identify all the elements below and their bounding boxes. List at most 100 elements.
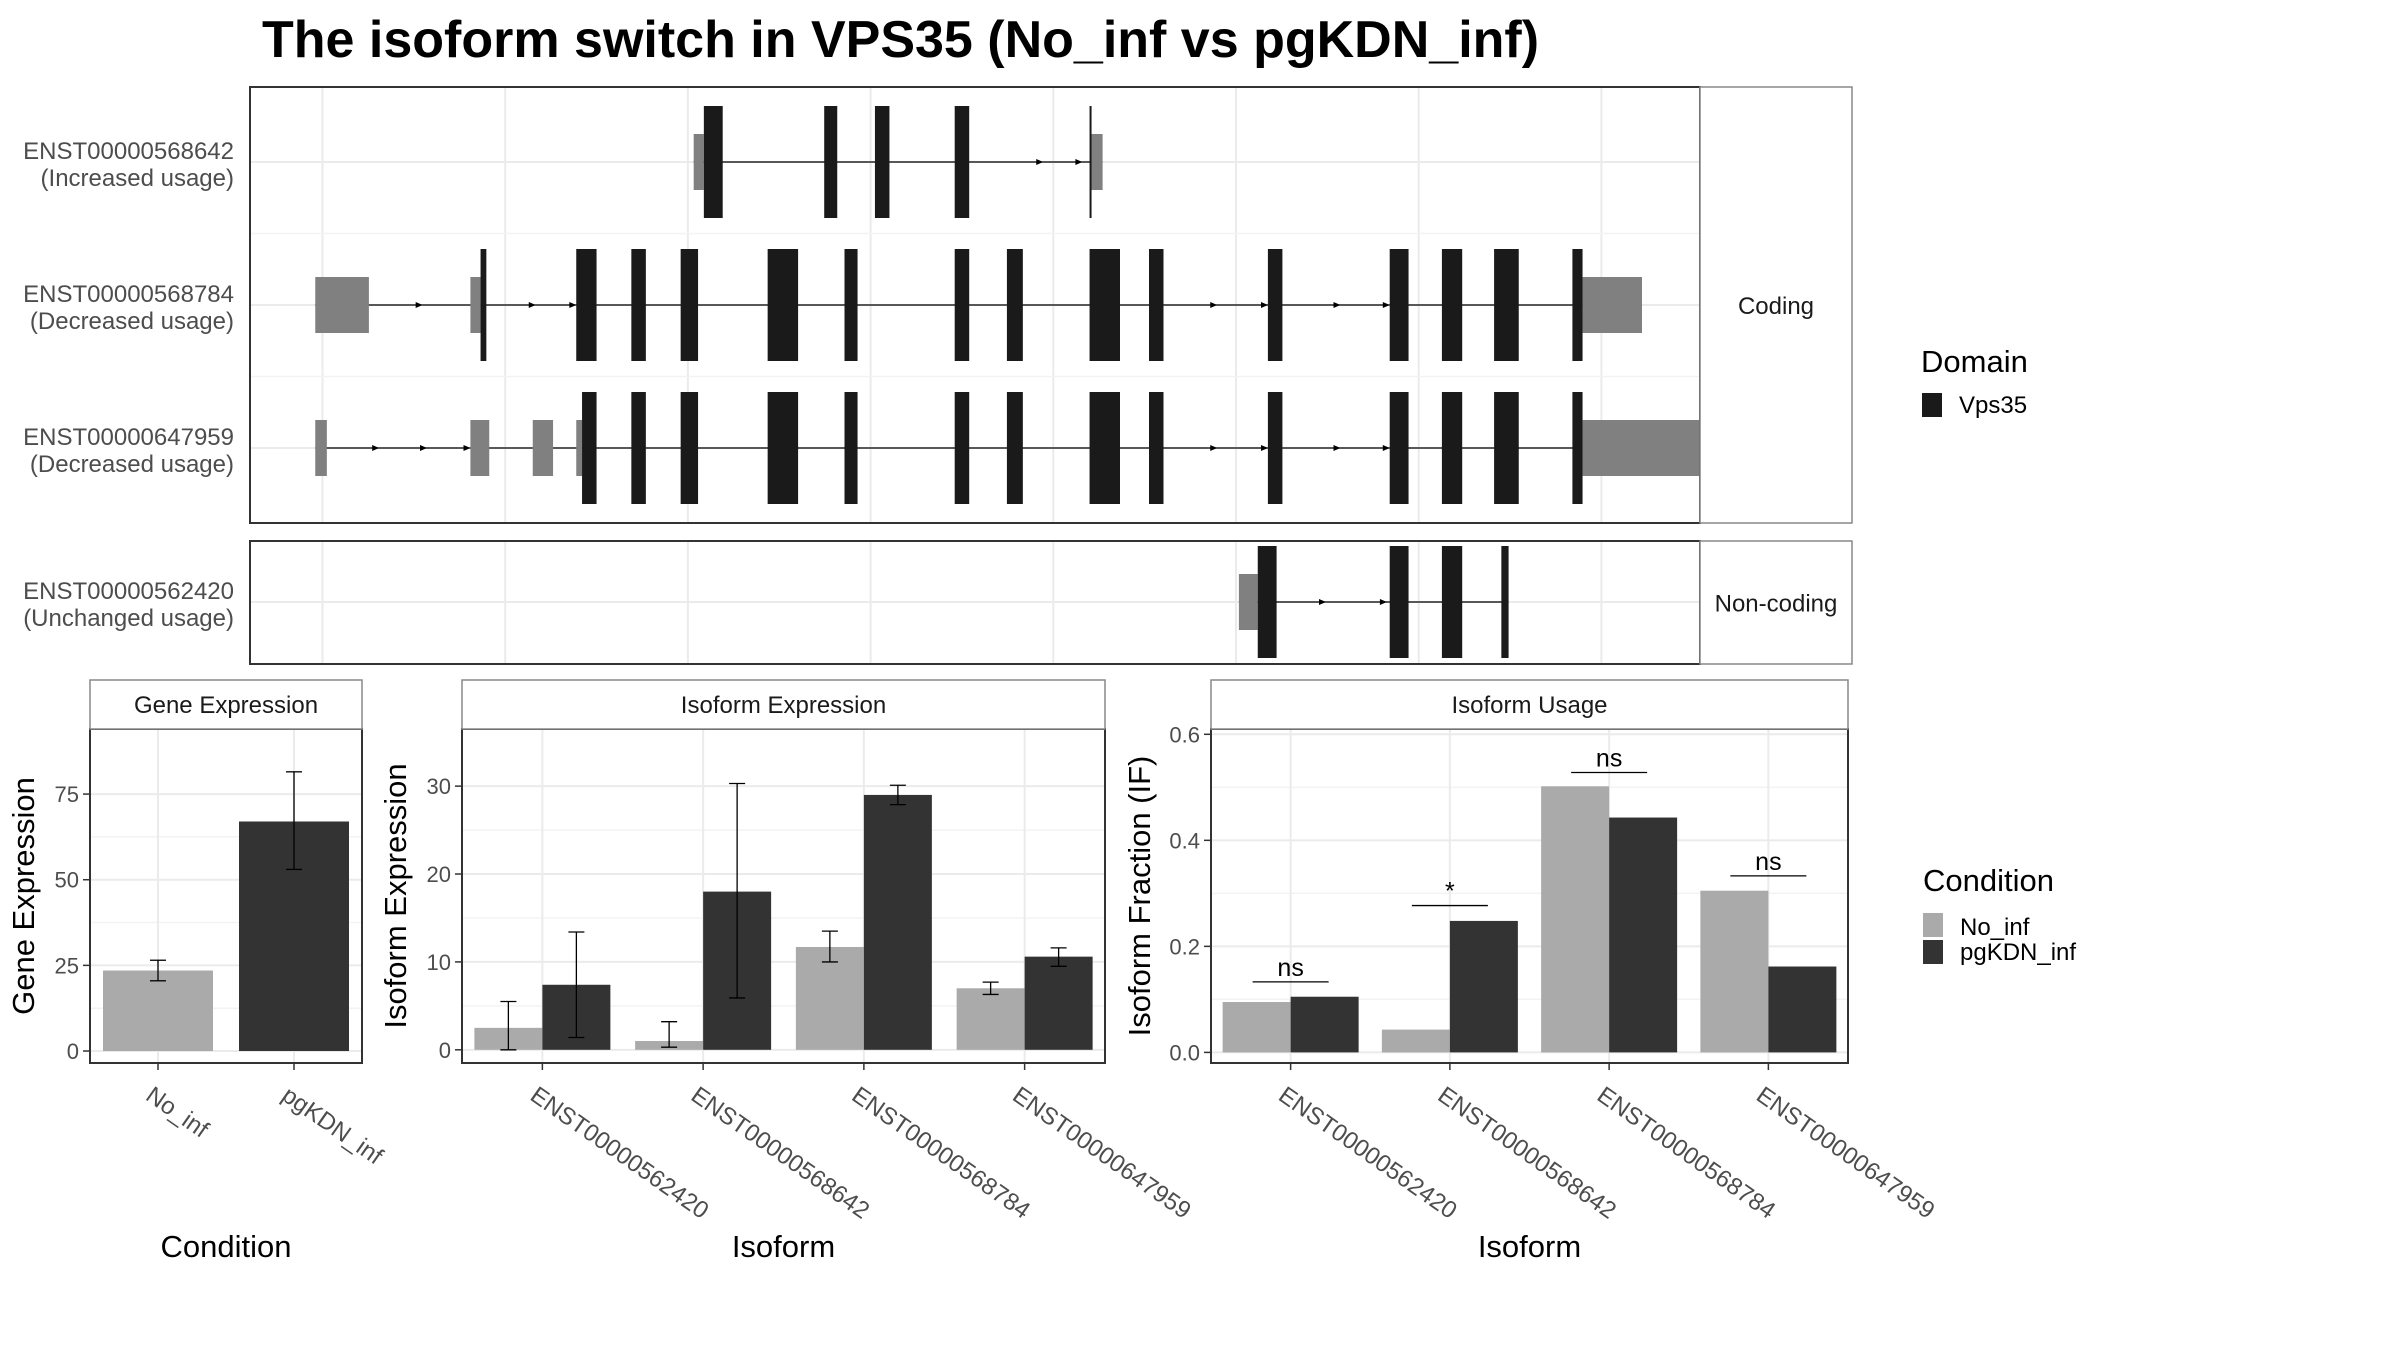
cds-exon-vps35 (1389, 392, 1409, 504)
cds-exon-vps35 (954, 249, 970, 361)
significance-label: ns (1755, 848, 1781, 876)
cds-exon-vps35 (824, 106, 838, 218)
condition-legend-label-no-inf: No_inf (1960, 914, 2030, 941)
cds-exon-vps35 (1267, 392, 1283, 504)
utr-exon (470, 277, 481, 333)
structure-facet-label: Coding (1738, 293, 1814, 320)
cds-exon-vps35 (1389, 249, 1409, 361)
bar-pgkdn-inf (1449, 920, 1518, 1053)
cds-exon-vps35 (680, 392, 699, 504)
structure-panel-noncoding: ENST00000562420(Unchanged usage) Non-codi… (23, 540, 1853, 665)
significance-label: ns (1277, 954, 1303, 982)
bar-pgkdn-inf (1024, 956, 1093, 1050)
cds-exon-vps35 (1089, 249, 1120, 361)
isoform-expression-chart: Isoform Expression 0 10 20 30 ENST00000562420… (378, 679, 1196, 1264)
condition-legend-key-pgkdn-inf (1923, 940, 1943, 964)
bar-no-inf (1541, 786, 1610, 1053)
chart-facet-strip (89, 679, 363, 730)
y-axis-title: Isoform Fraction (IF) (1122, 756, 1157, 1037)
strand-arrow (1333, 302, 1341, 308)
strand-arrow (1333, 445, 1341, 451)
condition-legend-key-no-inf (1923, 913, 1943, 937)
cds-exon-vps35 (631, 249, 646, 361)
cds-exon-vps35 (631, 392, 646, 504)
cds-exon-vps35 (1149, 249, 1164, 361)
cds-exon-vps35 (1501, 546, 1509, 658)
strand-arrow (463, 445, 471, 451)
y-tick-label: 0.2 (1169, 934, 1200, 959)
strand-arrow (1319, 599, 1326, 605)
x-tick-label: pgKDN_inf (277, 1082, 388, 1171)
utr-exon (1582, 277, 1642, 333)
structure-facet-strip (1699, 86, 1853, 524)
cds-exon-vps35 (1089, 106, 1092, 218)
cds-exon-vps35 (767, 249, 799, 361)
domain-legend: Domain Vps35 (1921, 344, 2028, 419)
structure-facet-label: Non-coding (1715, 591, 1838, 618)
y-tick-label: 0.0 (1169, 1040, 1200, 1065)
utr-exon (1238, 574, 1258, 630)
y-tick-label: 50 (55, 868, 79, 893)
cds-exon-vps35 (1257, 546, 1277, 658)
transcript-usage-label: (Increased usage) (41, 165, 234, 192)
cds-exon-vps35 (1572, 249, 1583, 361)
utr-exon (576, 420, 583, 476)
x-axis-title: Isoform (1478, 1229, 1581, 1264)
cds-exon-vps35 (582, 392, 597, 504)
strand-arrow (420, 445, 427, 451)
strand-arrow (1210, 302, 1218, 308)
cds-exon-vps35 (1006, 392, 1023, 504)
strand-arrow (1075, 159, 1083, 165)
domain-legend-label-vps35: Vps35 (1959, 392, 2027, 419)
cds-exon-vps35 (480, 249, 487, 361)
utr-exon (532, 420, 554, 476)
x-axis-title: Isoform (732, 1229, 835, 1264)
transcript-label: ENST00000568642 (23, 138, 234, 165)
domain-legend-title: Domain (1921, 344, 2028, 379)
chart-facet-strip (461, 679, 1106, 730)
cds-exon-vps35 (1089, 392, 1120, 504)
bar-pgkdn-inf (863, 794, 932, 1050)
bar-pgkdn-inf (1290, 996, 1359, 1053)
utr-exon (315, 420, 327, 476)
strand-arrow (415, 302, 423, 308)
transcript-label: ENST00000568784 (23, 281, 234, 308)
cds-exon-vps35 (1389, 546, 1409, 658)
cds-exon-vps35 (844, 392, 858, 504)
strand-arrow (569, 302, 577, 308)
y-tick-label: 0.4 (1169, 828, 1200, 853)
bar-no-inf (1381, 1029, 1450, 1053)
strand-arrow (1210, 445, 1218, 451)
cds-exon-vps35 (1494, 392, 1519, 504)
x-tick-label: ENST00000568642 (686, 1082, 874, 1225)
transcript-usage-label: (Decreased usage) (30, 451, 234, 478)
strand-arrow (1261, 302, 1268, 308)
cds-exon-vps35 (954, 106, 970, 218)
bar-pgkdn-inf (1768, 966, 1837, 1053)
cds-exon-vps35 (1441, 392, 1463, 504)
y-tick-label: 0.6 (1169, 722, 1200, 747)
chart-facet-strip (1210, 679, 1849, 730)
cds-exon-vps35 (1267, 249, 1283, 361)
y-tick-label: 25 (55, 953, 79, 978)
chart-facet-label: Isoform Expression (681, 692, 886, 719)
cds-exon-vps35 (844, 249, 858, 361)
chart-facet-label: Isoform Usage (1451, 692, 1607, 719)
chart-facet-label: Gene Expression (134, 692, 318, 719)
y-axis-title: Gene Expression (6, 777, 41, 1015)
utr-exon (1091, 134, 1103, 190)
strand-arrow (1261, 445, 1268, 451)
utr-exon (315, 277, 369, 333)
structure-facet-strip (1699, 540, 1853, 665)
utr-exon (470, 420, 490, 476)
cds-exon-vps35 (1441, 249, 1463, 361)
x-tick-label: ENST00000562420 (525, 1082, 713, 1225)
utr-exon (693, 134, 704, 190)
strand-arrow (1036, 159, 1044, 165)
significance-label: ns (1596, 744, 1622, 772)
condition-legend: Condition No_inf pgKDN_inf (1923, 863, 2076, 966)
x-tick-label: ENST00000568784 (847, 1082, 1035, 1225)
strand-arrow (1379, 599, 1387, 605)
strand-arrow (528, 302, 536, 308)
